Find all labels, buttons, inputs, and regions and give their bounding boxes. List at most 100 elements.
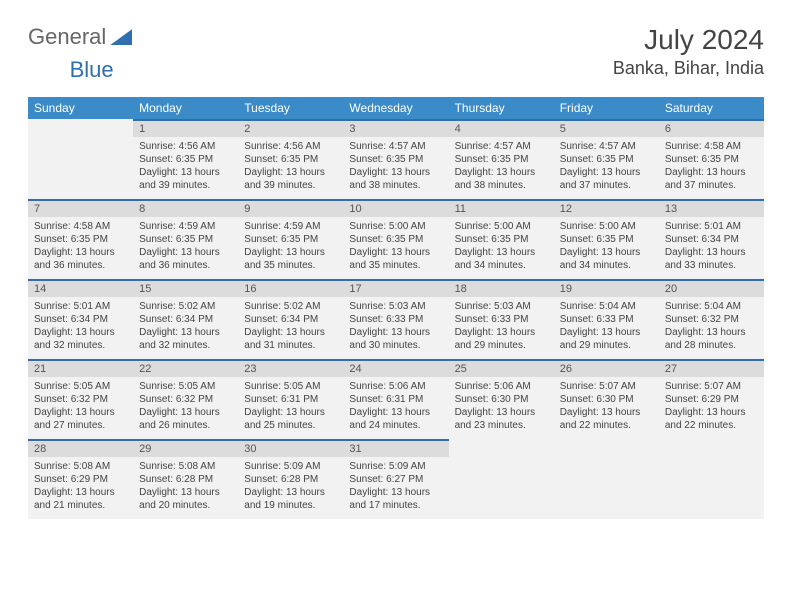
sunrise-line: Sunrise: 5:02 AM	[139, 300, 232, 313]
day-number: 12	[554, 199, 659, 217]
day-number: 20	[659, 279, 764, 297]
day-body: Sunrise: 5:03 AMSunset: 6:33 PMDaylight:…	[343, 297, 448, 356]
daylight-line: Daylight: 13 hours and 17 minutes.	[349, 486, 442, 512]
daylight-line: Daylight: 13 hours and 31 minutes.	[244, 326, 337, 352]
calendar-day: 2Sunrise: 4:56 AMSunset: 6:35 PMDaylight…	[238, 119, 343, 199]
sunrise-line: Sunrise: 4:57 AM	[455, 140, 548, 153]
calendar-day: 17Sunrise: 5:03 AMSunset: 6:33 PMDayligh…	[343, 279, 448, 359]
day-body: Sunrise: 4:57 AMSunset: 6:35 PMDaylight:…	[343, 137, 448, 196]
weekday-header: Tuesday	[238, 97, 343, 119]
weekday-header: Saturday	[659, 97, 764, 119]
calendar-day: 4Sunrise: 4:57 AMSunset: 6:35 PMDaylight…	[449, 119, 554, 199]
daylight-line: Daylight: 13 hours and 30 minutes.	[349, 326, 442, 352]
day-body: Sunrise: 5:06 AMSunset: 6:30 PMDaylight:…	[449, 377, 554, 436]
day-body	[449, 457, 554, 464]
sunrise-line: Sunrise: 5:00 AM	[455, 220, 548, 233]
day-number: 9	[238, 199, 343, 217]
calendar-day: 21Sunrise: 5:05 AMSunset: 6:32 PMDayligh…	[28, 359, 133, 439]
daylight-line: Daylight: 13 hours and 35 minutes.	[349, 246, 442, 272]
logo-triangle-icon	[110, 29, 132, 45]
daylight-line: Daylight: 13 hours and 22 minutes.	[665, 406, 758, 432]
sunset-line: Sunset: 6:35 PM	[560, 153, 653, 166]
day-body: Sunrise: 4:59 AMSunset: 6:35 PMDaylight:…	[133, 217, 238, 276]
day-number: 13	[659, 199, 764, 217]
sunset-line: Sunset: 6:32 PM	[34, 393, 127, 406]
sunrise-line: Sunrise: 5:00 AM	[560, 220, 653, 233]
calendar-day: 15Sunrise: 5:02 AMSunset: 6:34 PMDayligh…	[133, 279, 238, 359]
day-body: Sunrise: 5:08 AMSunset: 6:29 PMDaylight:…	[28, 457, 133, 516]
day-body: Sunrise: 4:59 AMSunset: 6:35 PMDaylight:…	[238, 217, 343, 276]
day-body	[28, 137, 133, 144]
brand-logo: General	[28, 24, 132, 50]
calendar-empty: .	[554, 439, 659, 519]
sunset-line: Sunset: 6:30 PM	[560, 393, 653, 406]
sunrise-line: Sunrise: 5:08 AM	[139, 460, 232, 473]
daylight-line: Daylight: 13 hours and 20 minutes.	[139, 486, 232, 512]
sunrise-line: Sunrise: 5:08 AM	[34, 460, 127, 473]
calendar-day: 8Sunrise: 4:59 AMSunset: 6:35 PMDaylight…	[133, 199, 238, 279]
sunset-line: Sunset: 6:35 PM	[349, 153, 442, 166]
day-body: Sunrise: 5:08 AMSunset: 6:28 PMDaylight:…	[133, 457, 238, 516]
sunset-line: Sunset: 6:35 PM	[139, 153, 232, 166]
day-number: 24	[343, 359, 448, 377]
calendar-head: SundayMondayTuesdayWednesdayThursdayFrid…	[28, 97, 764, 119]
sunrise-line: Sunrise: 5:03 AM	[455, 300, 548, 313]
day-body: Sunrise: 5:06 AMSunset: 6:31 PMDaylight:…	[343, 377, 448, 436]
daylight-line: Daylight: 13 hours and 32 minutes.	[139, 326, 232, 352]
day-number: 19	[554, 279, 659, 297]
day-number: 11	[449, 199, 554, 217]
sunrise-line: Sunrise: 4:59 AM	[244, 220, 337, 233]
day-number: 21	[28, 359, 133, 377]
sunset-line: Sunset: 6:33 PM	[455, 313, 548, 326]
daylight-line: Daylight: 13 hours and 19 minutes.	[244, 486, 337, 512]
sunrise-line: Sunrise: 5:01 AM	[34, 300, 127, 313]
calendar-day: 6Sunrise: 4:58 AMSunset: 6:35 PMDaylight…	[659, 119, 764, 199]
calendar-week: 14Sunrise: 5:01 AMSunset: 6:34 PMDayligh…	[28, 279, 764, 359]
sunset-line: Sunset: 6:28 PM	[139, 473, 232, 486]
daylight-line: Daylight: 13 hours and 38 minutes.	[349, 166, 442, 192]
sunset-line: Sunset: 6:32 PM	[139, 393, 232, 406]
sunset-line: Sunset: 6:32 PM	[665, 313, 758, 326]
sunrise-line: Sunrise: 5:06 AM	[349, 380, 442, 393]
sunset-line: Sunset: 6:31 PM	[244, 393, 337, 406]
weekday-header: Thursday	[449, 97, 554, 119]
day-number: 17	[343, 279, 448, 297]
calendar-day: 12Sunrise: 5:00 AMSunset: 6:35 PMDayligh…	[554, 199, 659, 279]
sunset-line: Sunset: 6:35 PM	[455, 153, 548, 166]
day-body: Sunrise: 5:07 AMSunset: 6:30 PMDaylight:…	[554, 377, 659, 436]
calendar-day: 19Sunrise: 5:04 AMSunset: 6:33 PMDayligh…	[554, 279, 659, 359]
sunrise-line: Sunrise: 5:01 AM	[665, 220, 758, 233]
day-number: 10	[343, 199, 448, 217]
day-number: 31	[343, 439, 448, 457]
sunrise-line: Sunrise: 4:58 AM	[34, 220, 127, 233]
day-body: Sunrise: 5:09 AMSunset: 6:28 PMDaylight:…	[238, 457, 343, 516]
calendar-day: 10Sunrise: 5:00 AMSunset: 6:35 PMDayligh…	[343, 199, 448, 279]
daylight-line: Daylight: 13 hours and 24 minutes.	[349, 406, 442, 432]
calendar-day: 22Sunrise: 5:05 AMSunset: 6:32 PMDayligh…	[133, 359, 238, 439]
day-body: Sunrise: 4:57 AMSunset: 6:35 PMDaylight:…	[554, 137, 659, 196]
day-body: Sunrise: 5:00 AMSunset: 6:35 PMDaylight:…	[343, 217, 448, 276]
daylight-line: Daylight: 13 hours and 35 minutes.	[244, 246, 337, 272]
calendar-day: 23Sunrise: 5:05 AMSunset: 6:31 PMDayligh…	[238, 359, 343, 439]
sunset-line: Sunset: 6:35 PM	[349, 233, 442, 246]
calendar-day: 7Sunrise: 4:58 AMSunset: 6:35 PMDaylight…	[28, 199, 133, 279]
sunset-line: Sunset: 6:34 PM	[244, 313, 337, 326]
day-number: 29	[133, 439, 238, 457]
daylight-line: Daylight: 13 hours and 27 minutes.	[34, 406, 127, 432]
sunrise-line: Sunrise: 4:59 AM	[139, 220, 232, 233]
day-number: 28	[28, 439, 133, 457]
day-number: 27	[659, 359, 764, 377]
day-body: Sunrise: 5:05 AMSunset: 6:32 PMDaylight:…	[28, 377, 133, 436]
sunrise-line: Sunrise: 4:57 AM	[349, 140, 442, 153]
month-title: July 2024	[613, 24, 764, 56]
day-body	[659, 457, 764, 464]
day-number: 8	[133, 199, 238, 217]
daylight-line: Daylight: 13 hours and 37 minutes.	[665, 166, 758, 192]
calendar-empty: .	[28, 119, 133, 199]
daylight-line: Daylight: 13 hours and 22 minutes.	[560, 406, 653, 432]
day-body: Sunrise: 5:02 AMSunset: 6:34 PMDaylight:…	[133, 297, 238, 356]
calendar-empty: .	[659, 439, 764, 519]
calendar-day: 16Sunrise: 5:02 AMSunset: 6:34 PMDayligh…	[238, 279, 343, 359]
daylight-line: Daylight: 13 hours and 28 minutes.	[665, 326, 758, 352]
sunrise-line: Sunrise: 5:02 AM	[244, 300, 337, 313]
